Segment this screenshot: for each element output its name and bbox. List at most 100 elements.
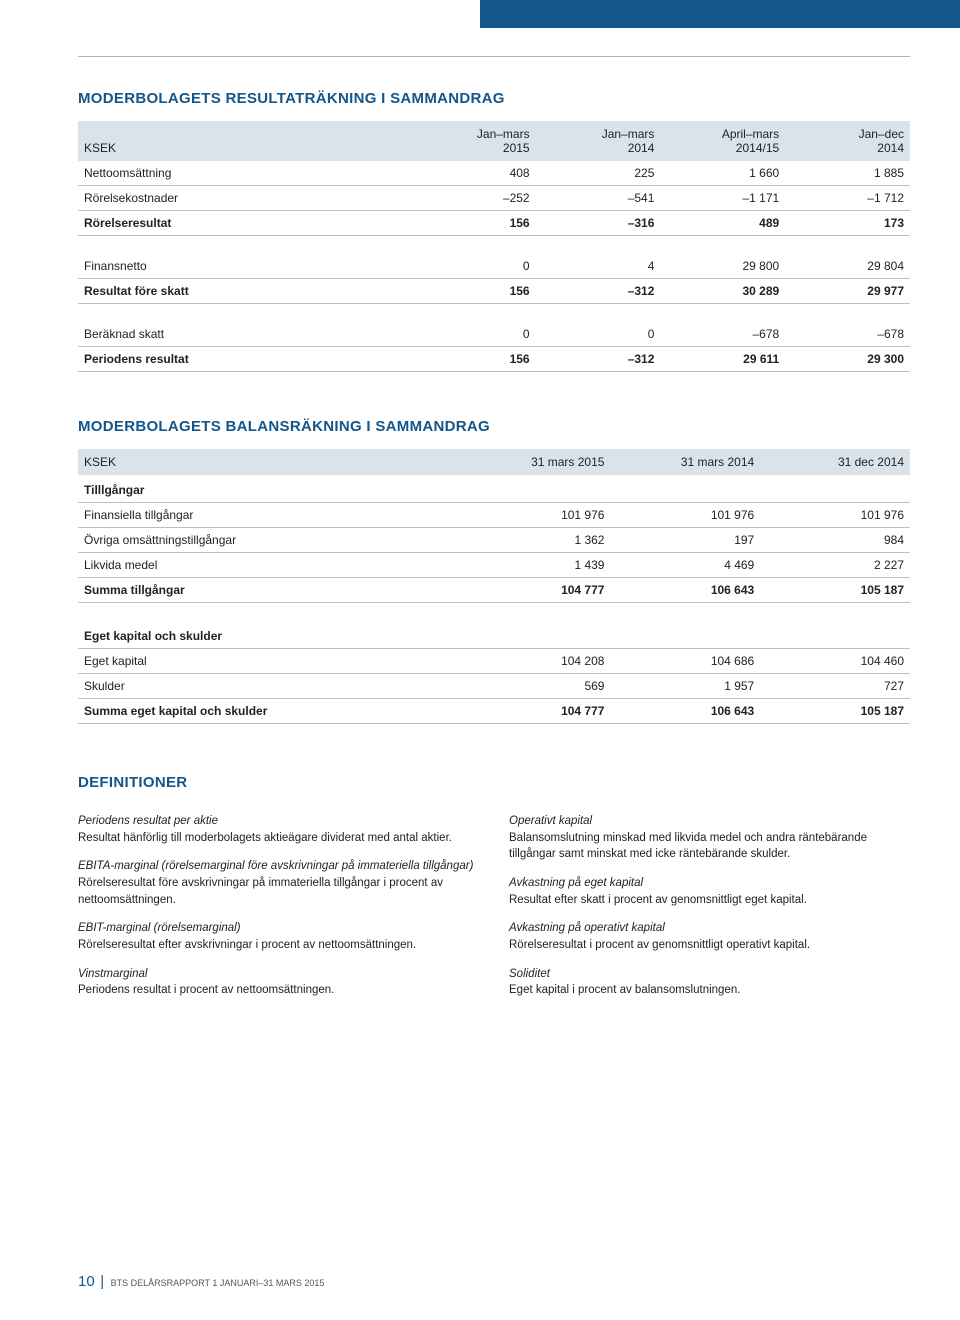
- definition-item: Vinstmarginal Periodens resultat i procen…: [78, 966, 479, 999]
- row-label: Rörelseresultat: [78, 211, 411, 236]
- row-label: Beräknad skatt: [78, 322, 411, 347]
- table-col-header: 31 mars 2014: [610, 449, 760, 475]
- row-value: 4: [536, 254, 661, 279]
- row-label: Eget kapital: [78, 649, 461, 674]
- row-value: 30 289: [660, 279, 785, 304]
- table-row: Summa eget kapital och skulder104 777106…: [78, 699, 910, 724]
- row-value: 101 976: [760, 503, 910, 528]
- definition-item: Avkastning på eget kapital Resultat efter…: [509, 875, 910, 908]
- table-spacer: [78, 236, 910, 255]
- row-value: 225: [536, 161, 661, 186]
- definition-item: Soliditet Eget kapital i procent av balan…: [509, 966, 910, 999]
- row-label: Skulder: [78, 674, 461, 699]
- row-value: 29 800: [660, 254, 785, 279]
- row-value: 1 885: [785, 161, 910, 186]
- income-table: KSEKJan–mars2015Jan–mars2014April–mars20…: [78, 121, 910, 372]
- definition-term: Avkastning på eget kapital: [509, 877, 643, 889]
- table-row: Övriga omsättningstillgångar1 362197984: [78, 528, 910, 553]
- row-value: –312: [536, 279, 661, 304]
- horizontal-rule: [78, 56, 910, 57]
- table-col-label: KSEK: [78, 121, 411, 161]
- row-value: 29 611: [660, 347, 785, 372]
- definition-term: Operativt kapital: [509, 815, 592, 827]
- table-col-header: April–mars2014/15: [660, 121, 785, 161]
- table-row: Resultat före skatt156–31230 28929 977: [78, 279, 910, 304]
- row-value: 489: [660, 211, 785, 236]
- row-value: –678: [660, 322, 785, 347]
- table-col-header: Jan–mars2014: [536, 121, 661, 161]
- row-value: 727: [760, 674, 910, 699]
- table-col-header: 31 mars 2015: [461, 449, 611, 475]
- definition-item: Periodens resultat per aktie Resultat hän…: [78, 813, 479, 846]
- table-row: Finansnetto0429 80029 804: [78, 254, 910, 279]
- row-value: 2 227: [760, 553, 910, 578]
- table-row: Eget kapital104 208104 686104 460: [78, 649, 910, 674]
- table-row: Likvida medel1 4394 4692 227: [78, 553, 910, 578]
- row-value: 984: [760, 528, 910, 553]
- row-label: Likvida medel: [78, 553, 461, 578]
- row-value: 0: [536, 322, 661, 347]
- definition-text: Eget kapital i procent av balansomslutni…: [509, 984, 740, 996]
- table-col-header: Jan–dec2014: [785, 121, 910, 161]
- definition-text: Resultat efter skatt i procent av genoms…: [509, 894, 807, 906]
- table-section-label: Tilllgångar: [78, 475, 910, 503]
- row-value: –678: [785, 322, 910, 347]
- row-value: 105 187: [760, 578, 910, 603]
- row-value: 104 777: [461, 578, 611, 603]
- row-label: Rörelsekostnader: [78, 186, 411, 211]
- row-value: 29 804: [785, 254, 910, 279]
- row-value: –541: [536, 186, 661, 211]
- row-value: 106 643: [610, 699, 760, 724]
- row-label: Resultat före skatt: [78, 279, 411, 304]
- footer-divider-icon: |: [100, 1273, 104, 1290]
- table-col-header: Jan–mars2015: [411, 121, 536, 161]
- definition-item: Avkastning på operativt kapital Rörelsere…: [509, 920, 910, 953]
- table-spacer: [78, 603, 910, 622]
- table-row: Skulder5691 957727: [78, 674, 910, 699]
- row-value: 29 300: [785, 347, 910, 372]
- table-row: Rörelseresultat156–316489173: [78, 211, 910, 236]
- definition-item: EBITA-marginal (rörelsemarginal före avs…: [78, 858, 479, 908]
- table-spacer: [78, 304, 910, 323]
- row-value: 197: [610, 528, 760, 553]
- table-row: Rörelsekostnader–252–541–1 171–1 712: [78, 186, 910, 211]
- row-value: 408: [411, 161, 536, 186]
- row-value: 4 469: [610, 553, 760, 578]
- row-value: 1 957: [610, 674, 760, 699]
- row-value: 1 362: [461, 528, 611, 553]
- balance-table: KSEK31 mars 201531 mars 201431 dec 2014 …: [78, 449, 910, 724]
- row-value: 104 460: [760, 649, 910, 674]
- definition-text: Resultat hänförlig till moderbolagets ak…: [78, 832, 452, 844]
- definitions-columns: Periodens resultat per aktie Resultat hän…: [78, 813, 910, 1011]
- definition-term: Soliditet: [509, 968, 550, 980]
- row-value: 101 976: [461, 503, 611, 528]
- definition-item: EBIT-marginal (rörelsemarginal) Rörelsere…: [78, 920, 479, 953]
- row-label: Nettoomsättning: [78, 161, 411, 186]
- definition-term: Avkastning på operativt kapital: [509, 922, 665, 934]
- row-value: 101 976: [610, 503, 760, 528]
- section-title-definitions: DEFINITIONER: [78, 774, 910, 791]
- row-value: –312: [536, 347, 661, 372]
- row-value: –1 712: [785, 186, 910, 211]
- table-row: Beräknad skatt00–678–678: [78, 322, 910, 347]
- definition-text: Periodens resultat i procent av nettooms…: [78, 984, 334, 996]
- definition-text: Rörelseresultat i procent av genomsnittl…: [509, 939, 810, 951]
- definition-term: EBIT-marginal (rörelsemarginal): [78, 922, 241, 934]
- row-value: 29 977: [785, 279, 910, 304]
- definition-term: Vinstmarginal: [78, 968, 147, 980]
- definition-term: Periodens resultat per aktie: [78, 815, 218, 827]
- row-value: 156: [411, 279, 536, 304]
- table-section-label: Eget kapital och skulder: [78, 621, 910, 649]
- row-value: 104 777: [461, 699, 611, 724]
- row-value: –316: [536, 211, 661, 236]
- definition-text: Rörelseresultat före avskrivningar på im…: [78, 877, 443, 906]
- row-value: 569: [461, 674, 611, 699]
- row-label: Finansnetto: [78, 254, 411, 279]
- row-label: Summa eget kapital och skulder: [78, 699, 461, 724]
- definition-text: Balansomslutning minskad med likvida med…: [509, 832, 867, 861]
- row-value: 173: [785, 211, 910, 236]
- definition-text: Rörelseresultat efter avskrivningar i pr…: [78, 939, 416, 951]
- row-value: –1 171: [660, 186, 785, 211]
- row-value: –252: [411, 186, 536, 211]
- definition-item: Operativt kapital Balansomslutning minska…: [509, 813, 910, 863]
